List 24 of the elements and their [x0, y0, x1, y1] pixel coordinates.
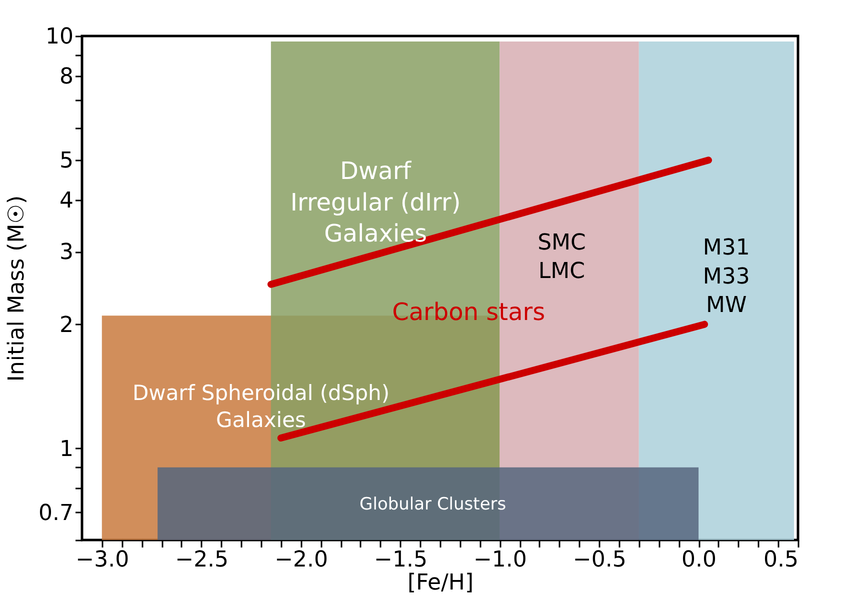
x-tick-label: 0.5: [764, 548, 798, 572]
x-tick-label: −1.5: [374, 548, 428, 572]
x-tick-label: −2.5: [175, 548, 229, 572]
y-axis-title: Initial Mass (M☉): [4, 195, 30, 382]
y-tick-label: 1: [60, 436, 74, 462]
y-tick-label: 0.7: [38, 500, 74, 526]
x-axis-title: [Fe/H]: [407, 570, 474, 596]
x-tick-label: −3.0: [76, 548, 130, 572]
annotation: Dwarf Irregular (dIrr) Galaxies: [290, 157, 461, 248]
annotation: M31 M33 MW: [702, 236, 750, 318]
y-tick-label: 8: [60, 64, 74, 90]
annotation: Dwarf Spheroidal (dSph) Galaxies: [132, 380, 390, 432]
y-tick-label: 4: [60, 188, 74, 214]
y-tick-label: 2: [60, 312, 74, 338]
x-tick-label: −2.0: [274, 548, 328, 572]
annotation: Carbon stars: [392, 298, 546, 326]
x-tick-label: 0.0: [682, 548, 717, 572]
annotation: Globular Clusters: [360, 494, 506, 515]
y-tick-label: 10: [46, 24, 74, 50]
x-tick-label: −0.5: [572, 548, 626, 572]
annotation: SMC LMC: [538, 230, 586, 284]
x-tick-label: −1.0: [473, 548, 527, 572]
y-tick-label: 3: [60, 240, 74, 266]
y-tick-label: 5: [60, 148, 74, 174]
